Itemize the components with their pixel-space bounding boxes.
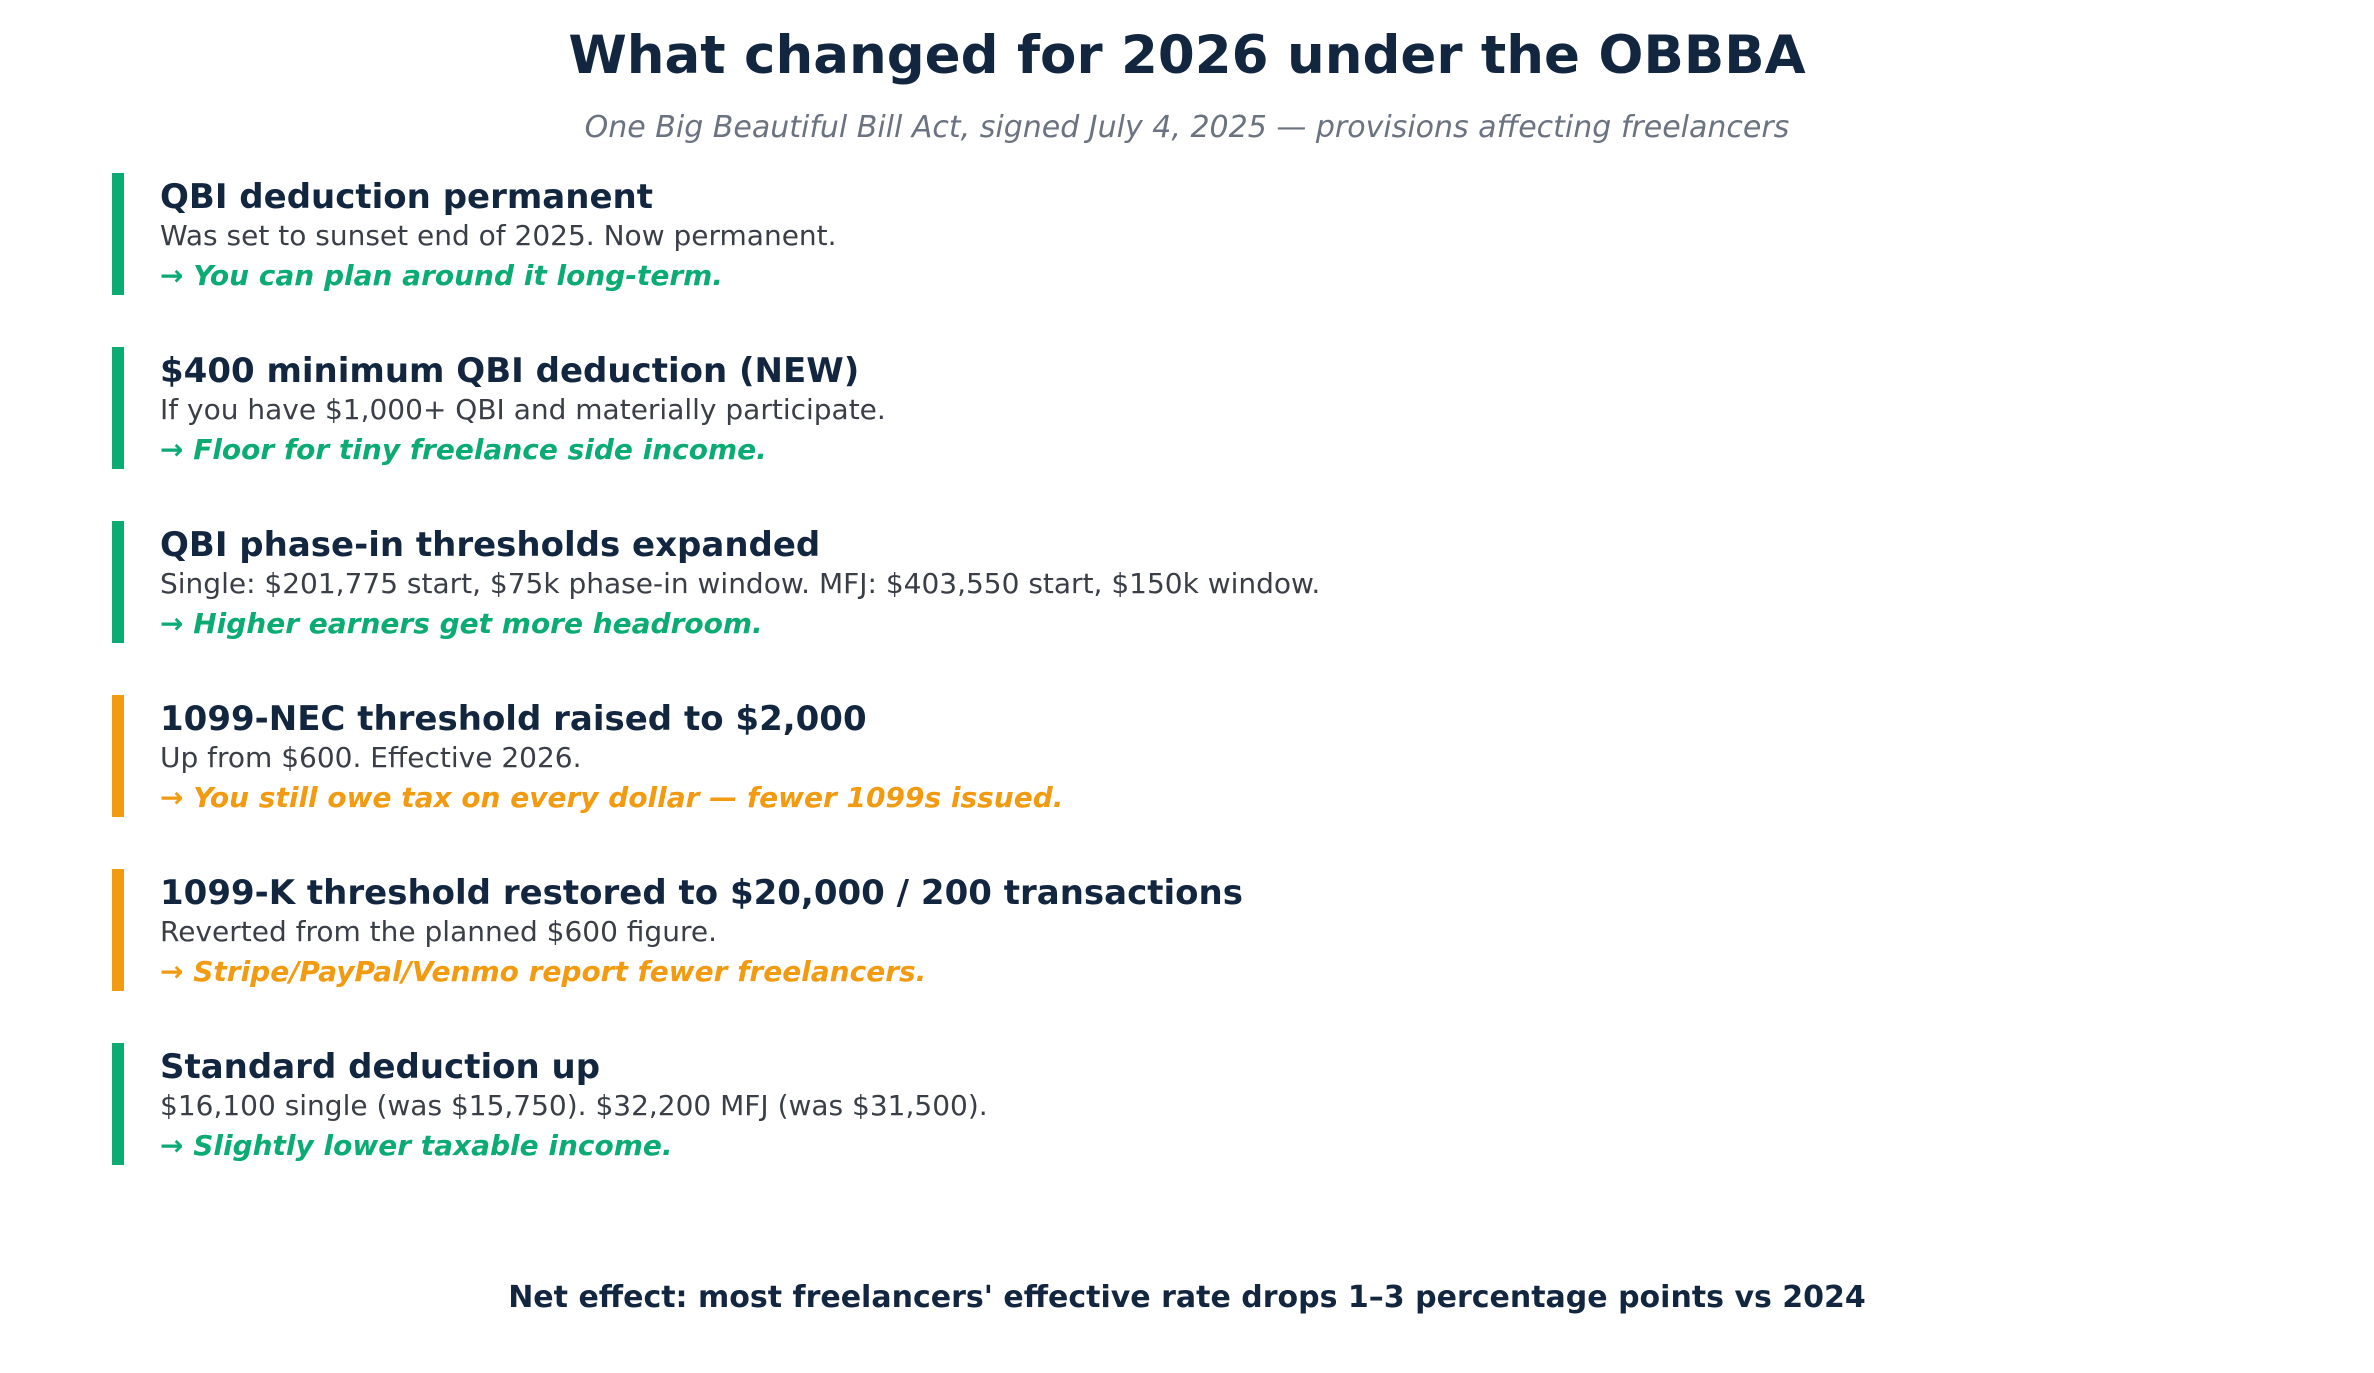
provision-1099-k: 1099-K threshold restored to $20,000 / 2… <box>112 869 2262 991</box>
provision-heading: 1099-K threshold restored to $20,000 / 2… <box>160 873 1243 913</box>
accent-bar <box>112 173 124 295</box>
provision-heading: QBI deduction permanent <box>160 177 653 217</box>
provision-takeaway: → Higher earners get more headroom. <box>160 607 763 640</box>
provision-1099-nec: 1099-NEC threshold raised to $2,000 Up f… <box>112 695 2262 817</box>
provision-detail: If you have $1,000+ QBI and materially p… <box>160 393 886 426</box>
provision-qbi-permanent: QBI deduction permanent Was set to sunse… <box>112 173 2262 295</box>
accent-bar <box>112 521 124 643</box>
provision-standard-deduction: Standard deduction up $16,100 single (wa… <box>112 1043 2262 1165</box>
provision-takeaway: → Slightly lower taxable income. <box>160 1129 673 1162</box>
provision-heading: 1099-NEC threshold raised to $2,000 <box>160 699 867 739</box>
provision-detail: Reverted from the planned $600 figure. <box>160 915 717 948</box>
provision-takeaway: → You still owe tax on every dollar — fe… <box>160 781 1064 814</box>
provision-heading: $400 minimum QBI deduction (NEW) <box>160 351 860 391</box>
provision-detail: Single: $201,775 start, $75k phase-in wi… <box>160 567 1321 600</box>
provision-qbi-minimum: $400 minimum QBI deduction (NEW) If you … <box>112 347 2262 469</box>
provision-qbi-thresholds: QBI phase-in thresholds expanded Single:… <box>112 521 2262 643</box>
page-title: What changed for 2026 under the OBBBA <box>568 25 1806 86</box>
provision-takeaway: → You can plan around it long-term. <box>160 259 723 292</box>
accent-bar <box>112 1043 124 1165</box>
page-subtitle: One Big Beautiful Bill Act, signed July … <box>584 110 1790 145</box>
provision-takeaway: → Floor for tiny freelance side income. <box>160 433 767 466</box>
accent-bar <box>112 869 124 991</box>
provision-heading: QBI phase-in thresholds expanded <box>160 525 821 565</box>
provision-takeaway: → Stripe/PayPal/Venmo report fewer freel… <box>160 955 927 988</box>
provision-heading: Standard deduction up <box>160 1047 601 1087</box>
provision-detail: Was set to sunset end of 2025. Now perma… <box>160 219 837 252</box>
provision-detail: $16,100 single (was $15,750). $32,200 MF… <box>160 1089 988 1122</box>
accent-bar <box>112 347 124 469</box>
provision-detail: Up from $600. Effective 2026. <box>160 741 582 774</box>
net-effect-footer: Net effect: most freelancers' effective … <box>508 1280 1866 1315</box>
accent-bar <box>112 695 124 817</box>
